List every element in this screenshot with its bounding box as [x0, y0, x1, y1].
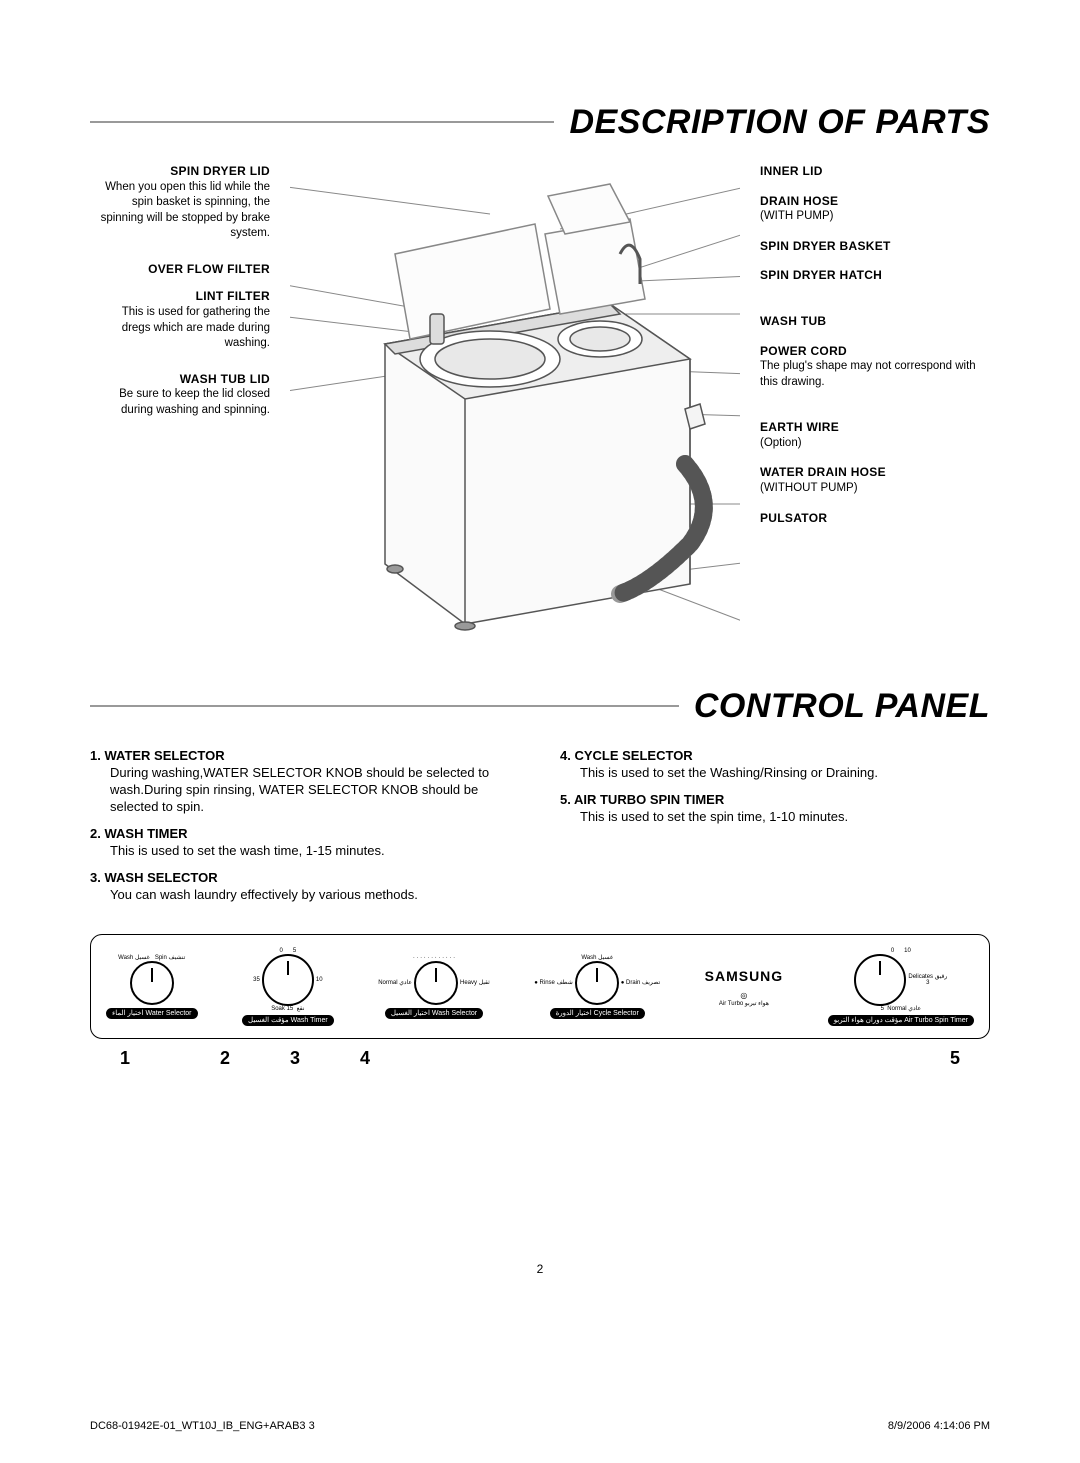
lint-filter-label: LINT FILTER This is used for gathering t… — [90, 289, 270, 351]
panel-number-row: 1 2 3 4 5 — [90, 1047, 990, 1070]
panel-num-2: 2 — [220, 1047, 230, 1070]
panel-num-1: 1 — [120, 1047, 130, 1070]
panel-heading: CONTROL PANEL — [90, 684, 990, 728]
brand-logo: SAMSUNG ◎ Air Turbo هواء تيربو — [705, 967, 784, 1008]
water-selector-knob: Wash غسيل Spin تنشيف اختيار الماء Water … — [106, 955, 198, 1019]
overflow-filter-label: OVER FLOW FILTER — [90, 262, 270, 278]
pulsator-label: PULSATOR — [760, 511, 990, 527]
parts-diagram-section: SPIN DRYER LID When you open this lid wh… — [90, 164, 990, 664]
footer-doc-id: DC68-01942E-01_WT10J_IB_ENG+ARAB3 3 — [90, 1419, 315, 1433]
cycle-selector-knob: Wash غسيل ● Rinse شطف ● Drain تصريف اختي… — [534, 955, 660, 1019]
spin-timer-knob: 0 10 Delicates رقيق 3 5 Normal عادي مؤقت… — [828, 948, 974, 1026]
water-drain-hose-label: WATER DRAIN HOSE (WITHOUT PUMP) — [760, 465, 990, 496]
power-cord-label: POWER CORD The plug's shape may not corr… — [760, 344, 990, 391]
wash-tub-lid-label: WASH TUB LID Be sure to keep the lid clo… — [90, 372, 270, 419]
wash-timer-knob: 0 5 35 10 Soak نقع 15 مؤقت الغسيل Wash T… — [242, 948, 334, 1026]
page-number: 2 — [537, 1262, 544, 1278]
water-selector-desc: 1. WATER SELECTOR During washing,WATER S… — [90, 748, 520, 816]
left-labels: SPIN DRYER LID When you open this lid wh… — [90, 164, 270, 438]
panel-num-5: 5 — [950, 1047, 960, 1070]
spin-dryer-basket-label: SPIN DRYER BASKET — [760, 239, 990, 255]
cycle-selector-desc: 4. CYCLE SELECTOR This is used to set th… — [560, 748, 990, 782]
footer-timestamp: 8/9/2006 4:14:06 PM — [888, 1419, 990, 1433]
wash-selector-knob: · · · · · · · · · · · · Normal عادي Heav… — [378, 955, 490, 1019]
right-labels: INNER LID DRAIN HOSE (WITH PUMP) SPIN DR… — [760, 164, 990, 540]
air-turbo-spin-timer-desc: 5. AIR TURBO SPIN TIMER This is used to … — [560, 792, 990, 826]
spin-dryer-hatch-label: SPIN DRYER HATCH — [760, 268, 990, 284]
wash-tub-label: WASH TUB — [760, 314, 990, 330]
control-descriptions: 1. WATER SELECTOR During washing,WATER S… — [90, 748, 990, 913]
drain-hose-label: DRAIN HOSE (WITH PUMP) — [760, 194, 990, 225]
control-col-right: 4. CYCLE SELECTOR This is used to set th… — [560, 748, 990, 913]
panel-num-3: 3 — [290, 1047, 300, 1070]
panel-num-4: 4 — [360, 1047, 370, 1070]
machine-diagram — [290, 164, 740, 664]
panel-title: CONTROL PANEL — [694, 684, 990, 728]
earth-wire-label: EARTH WIRE (Option) — [760, 420, 990, 451]
heading-rule — [90, 705, 679, 707]
parts-heading: DESCRIPTION OF PARTS — [90, 100, 990, 144]
wash-selector-desc: 3. WASH SELECTOR You can wash laundry ef… — [90, 870, 520, 904]
inner-lid-label: INNER LID — [760, 164, 990, 180]
spin-dryer-lid-label: SPIN DRYER LID When you open this lid wh… — [90, 164, 270, 242]
heading-rule — [90, 121, 554, 123]
wash-timer-desc: 2. WASH TIMER This is used to set the wa… — [90, 826, 520, 860]
page-footer: DC68-01942E-01_WT10J_IB_ENG+ARAB3 3 8/9/… — [90, 1419, 990, 1433]
parts-title: DESCRIPTION OF PARTS — [569, 100, 990, 144]
control-panel-diagram: Wash غسيل Spin تنشيف اختيار الماء Water … — [90, 934, 990, 1039]
control-col-left: 1. WATER SELECTOR During washing,WATER S… — [90, 748, 520, 913]
